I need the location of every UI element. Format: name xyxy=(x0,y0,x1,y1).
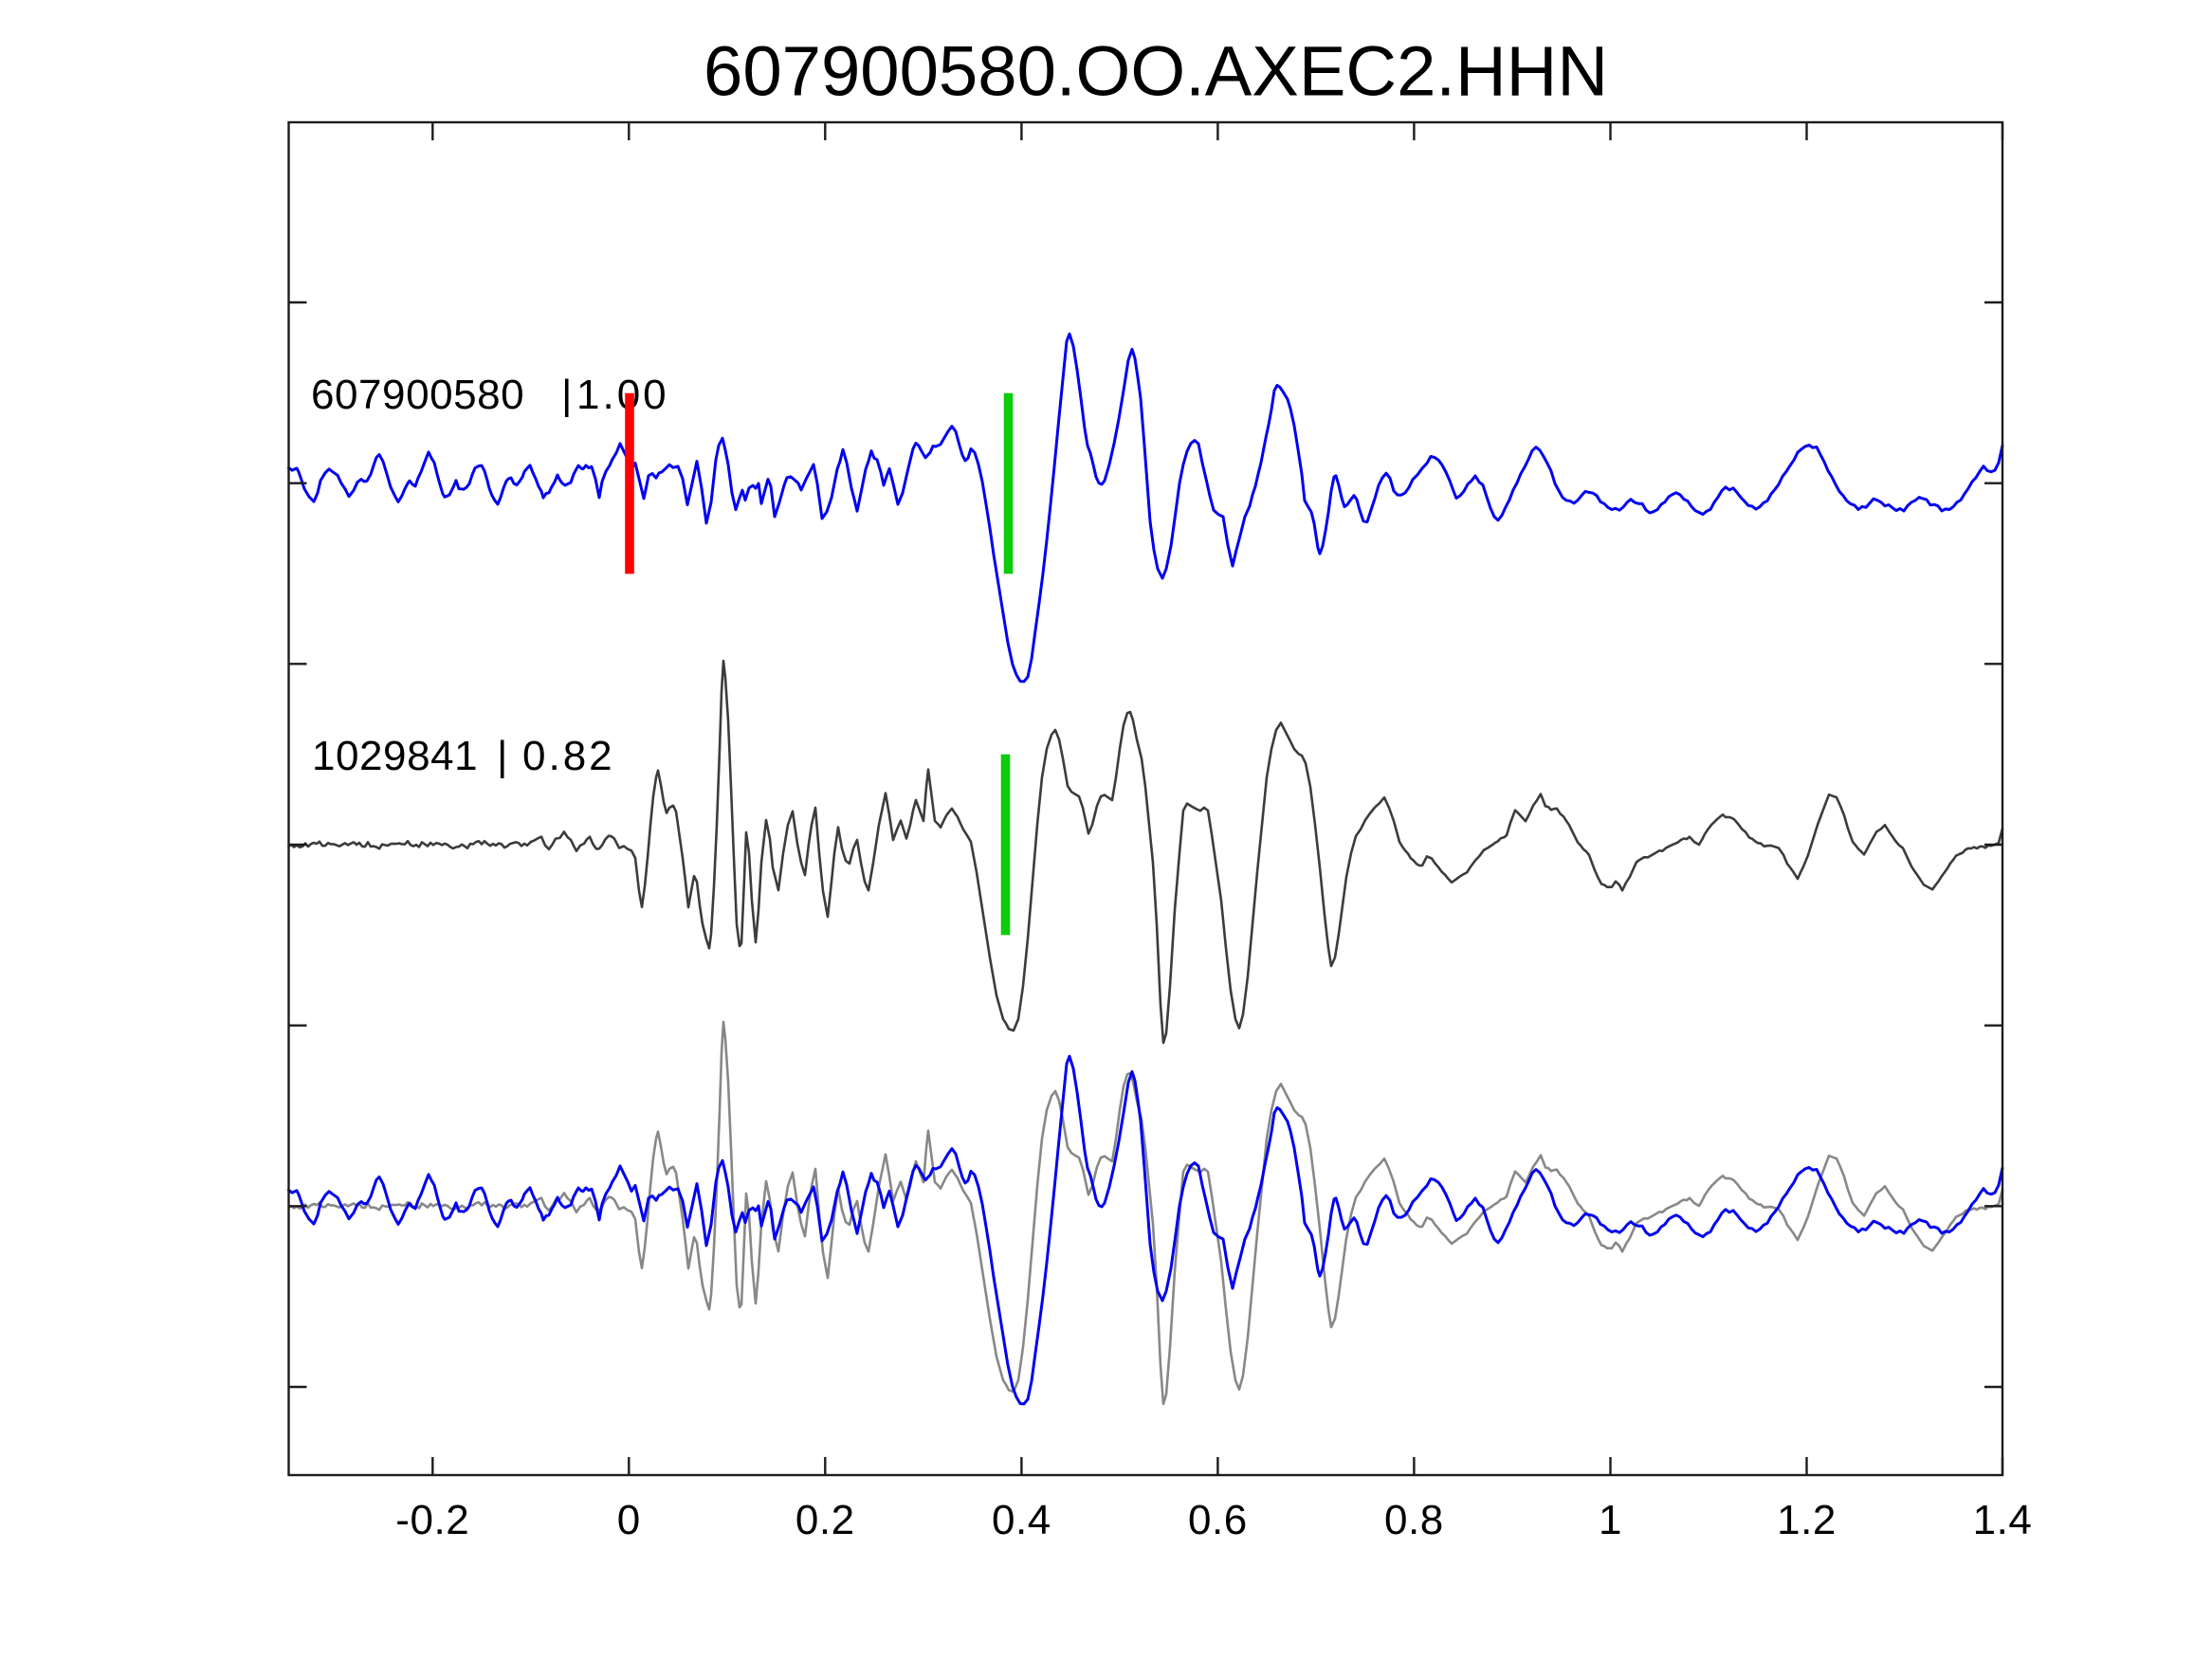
svg-text:|: | xyxy=(497,733,508,779)
svg-text:0.2: 0.2 xyxy=(795,1497,855,1543)
svg-text:1: 1 xyxy=(1599,1497,1622,1543)
svg-text:0.4: 0.4 xyxy=(992,1497,1051,1543)
svg-text:0.82: 0.82 xyxy=(522,733,615,779)
svg-text:1.4: 1.4 xyxy=(1973,1497,2033,1543)
svg-text:1.00: 1.00 xyxy=(576,372,669,418)
svg-text:607900580: 607900580 xyxy=(311,372,524,418)
svg-text:1029841: 1029841 xyxy=(312,733,478,779)
svg-text:607900580.OO.AXEC2.HHN: 607900580.OO.AXEC2.HHN xyxy=(704,32,1608,111)
svg-text:-0.2: -0.2 xyxy=(395,1497,469,1543)
svg-text:|: | xyxy=(561,372,573,418)
svg-text:0.6: 0.6 xyxy=(1188,1497,1248,1543)
svg-text:0.8: 0.8 xyxy=(1384,1497,1444,1543)
svg-text:0: 0 xyxy=(617,1497,641,1543)
svg-text:1.2: 1.2 xyxy=(1777,1497,1837,1543)
